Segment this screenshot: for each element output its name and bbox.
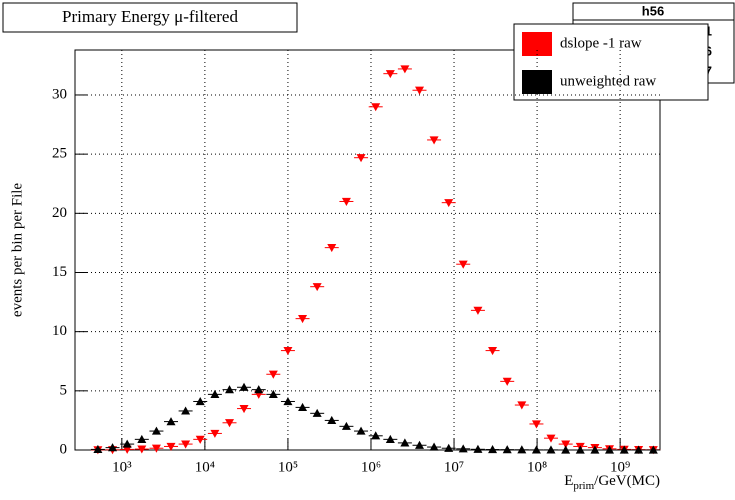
- marker: [561, 445, 571, 454]
- marker: [298, 402, 308, 411]
- marker: [195, 396, 205, 406]
- marker: [283, 396, 293, 406]
- marker: [634, 445, 644, 454]
- marker: [181, 440, 191, 449]
- marker: [458, 444, 468, 453]
- y-tick-label: 20: [52, 205, 67, 221]
- marker: [327, 415, 337, 425]
- marker: [239, 382, 249, 391]
- marker: [517, 445, 527, 454]
- marker: [268, 370, 278, 379]
- marker: [575, 445, 585, 454]
- marker: [444, 443, 454, 452]
- marker: [312, 408, 322, 417]
- y-tick-label: 5: [60, 382, 68, 398]
- stats-title: h56: [642, 3, 664, 18]
- marker: [166, 417, 176, 426]
- x-tick-label: 10⁹: [610, 459, 630, 475]
- legend-label: unweighted raw: [560, 73, 656, 89]
- legend-swatch: [522, 32, 552, 56]
- marker: [429, 136, 439, 145]
- marker: [444, 199, 454, 208]
- x-tick-label: 10⁴: [195, 459, 215, 475]
- marker: [195, 435, 205, 444]
- marker: [166, 442, 176, 451]
- marker: [210, 429, 220, 438]
- marker: [356, 426, 366, 435]
- legend-label: dslope -1 raw: [560, 35, 642, 51]
- marker: [517, 401, 527, 410]
- marker: [341, 421, 351, 430]
- x-tick-label: 10⁵: [278, 459, 298, 475]
- marker: [415, 86, 425, 95]
- marker: [619, 445, 629, 454]
- x-tick-label: 10³: [112, 459, 132, 475]
- marker: [151, 426, 161, 435]
- marker: [356, 154, 366, 163]
- x-tick-label: 10⁷: [444, 459, 464, 475]
- x-axis-label-rest: /GeV(MC): [594, 473, 660, 489]
- y-tick-label: 25: [52, 146, 67, 162]
- marker: [254, 385, 264, 394]
- marker: [385, 434, 395, 443]
- marker: [590, 445, 600, 454]
- marker: [122, 445, 132, 454]
- marker: [385, 70, 395, 79]
- legend: dslope -1 raw unweighted raw: [513, 23, 709, 101]
- marker: [561, 440, 571, 449]
- marker: [473, 306, 483, 315]
- marker: [239, 404, 249, 414]
- marker: [546, 434, 556, 443]
- marker: [268, 389, 278, 398]
- marker: [400, 65, 410, 74]
- marker: [312, 283, 322, 292]
- marker: [181, 406, 191, 415]
- marker: [473, 444, 483, 453]
- marker: [605, 445, 615, 454]
- marker: [458, 260, 468, 269]
- marker: [400, 438, 410, 447]
- marker: [371, 431, 381, 440]
- y-tick-label: 30: [52, 86, 67, 102]
- marker: [327, 244, 337, 253]
- x-axis-label: Eprim/GeV(MC): [564, 473, 660, 491]
- marker: [371, 103, 381, 112]
- x-tick-label: 10⁸: [527, 459, 547, 475]
- y-tick-label: 0: [60, 441, 68, 457]
- x-axis-label-sub: prim: [573, 480, 594, 492]
- chart-title: Primary Energy μ-filtered: [62, 7, 238, 26]
- marker: [488, 445, 498, 454]
- marker: [415, 440, 425, 449]
- marker: [502, 445, 512, 454]
- marker: [283, 346, 293, 356]
- y-tick-label: 15: [52, 264, 67, 280]
- x-axis-label-main: E: [564, 473, 573, 489]
- y-tick-label: 10: [52, 323, 67, 339]
- marker: [225, 385, 235, 394]
- marker: [502, 377, 512, 386]
- marker: [137, 434, 147, 443]
- marker: [429, 442, 439, 451]
- title-box: [2, 2, 298, 33]
- marker: [531, 445, 541, 454]
- marker: [122, 439, 132, 448]
- marker: [546, 445, 556, 454]
- x-tick-label: 10⁶: [361, 459, 381, 475]
- marker: [108, 443, 118, 452]
- marker: [93, 444, 103, 454]
- marker: [648, 445, 658, 454]
- marker: [225, 419, 235, 428]
- marker: [137, 445, 147, 454]
- marker: [298, 315, 308, 324]
- marker: [531, 420, 541, 429]
- marker: [341, 197, 351, 206]
- marker: [488, 346, 498, 356]
- marker: [151, 444, 161, 453]
- y-axis-label: events per bin per File: [9, 183, 25, 317]
- marker: [210, 389, 220, 398]
